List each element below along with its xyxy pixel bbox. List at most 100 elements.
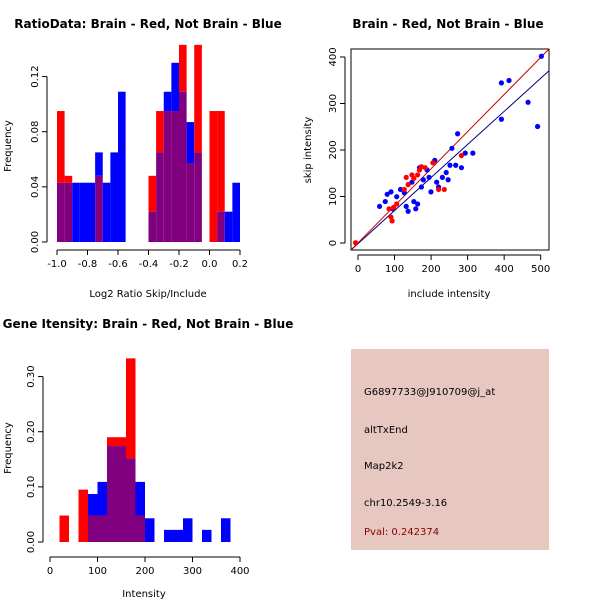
intensity-overlap-bar xyxy=(126,458,136,542)
brain-point xyxy=(435,186,442,193)
ratio-brain-bar xyxy=(179,44,187,92)
intensity-x-tick-label: 200 xyxy=(135,566,154,577)
intensity-x-tick-label: 300 xyxy=(183,566,202,577)
scatter-y-tick-label: 0 xyxy=(328,240,339,246)
ratio-histogram-xlabel: Log2 Ratio Skip/Include xyxy=(89,289,206,300)
brain-point xyxy=(415,172,421,178)
ratio-overlap-bar xyxy=(64,182,73,242)
ratio-y-tick-label: 0.04 xyxy=(30,176,41,198)
not-brain-point xyxy=(403,203,409,210)
ratio-histogram-panel: RatioData: Brain - Red, Not Brain - Blue… xyxy=(3,17,282,300)
not-brain-point xyxy=(447,162,453,168)
intensity-not-brain-bar xyxy=(97,481,107,516)
scatter-y-axis: 0 100 200 300 400 xyxy=(328,47,346,246)
gene-intensity-y-axis: 0.00 0.10 0.20 0.30 xyxy=(26,365,44,553)
not-brain-point xyxy=(470,150,476,156)
intensity-not-brain-bar xyxy=(173,529,183,542)
scatter-x-tick-label: 500 xyxy=(531,264,550,275)
ratio-x-tick-label: -0.2 xyxy=(169,259,189,270)
brain-point xyxy=(405,182,411,188)
scatter-points xyxy=(352,53,544,246)
intensity-x-tick-label: 0 xyxy=(47,566,53,577)
scatter-ylabel: skip intensity xyxy=(303,117,314,184)
probe-id: G6897733@J910709@j_at xyxy=(364,387,496,398)
brain-point xyxy=(394,201,400,207)
not-brain-point xyxy=(458,165,465,171)
brain-point xyxy=(422,165,428,171)
not-brain-point xyxy=(525,99,531,105)
scatter-y-tick-label: 400 xyxy=(328,47,339,66)
ratio-not-brain-bar xyxy=(163,91,172,112)
brain-point xyxy=(411,175,417,181)
not-brain-fit-line xyxy=(350,70,550,251)
not-brain-point xyxy=(538,53,544,59)
ratio-brain-bar xyxy=(209,111,218,243)
not-brain-point xyxy=(384,191,390,197)
brain-point xyxy=(458,152,465,159)
not-brain-point xyxy=(418,184,425,190)
ratio-not-brain-bar xyxy=(186,122,195,164)
gene-intensity-panel: Gene Itensity: Brain - Red, Not Brain - … xyxy=(3,317,294,600)
ratio-histogram-bars xyxy=(57,44,240,243)
gene-intensity-xlabel: Intensity xyxy=(122,589,166,600)
not-brain-point xyxy=(534,123,541,130)
ratio-y-tick-label: 0.12 xyxy=(30,65,41,87)
intensity-not-brain-bar xyxy=(145,518,155,542)
intensity-brain-bar xyxy=(126,358,136,459)
not-brain-point xyxy=(434,179,440,185)
not-brain-point xyxy=(413,206,419,212)
ratio-not-brain-bar xyxy=(79,182,88,242)
intensity-overlap-bar xyxy=(135,515,145,542)
ratio-overlap-bar xyxy=(163,111,172,243)
scatter-x-tick-label: 100 xyxy=(385,264,404,275)
not-brain-point xyxy=(397,186,404,193)
ratio-overlap-bar xyxy=(156,152,164,242)
brain-point xyxy=(352,240,359,246)
ratio-not-brain-bar xyxy=(87,182,96,242)
not-brain-point xyxy=(428,189,434,195)
intensity-scatter-panel: Brain - Red, Not Brain - Blue 0 100 200 300… xyxy=(303,17,550,300)
intensity-overlap-bar xyxy=(88,515,98,542)
genomic-location: chr10.2549-3.16 xyxy=(364,498,448,509)
scatter-xlabel: include intensity xyxy=(408,289,491,300)
ratio-not-brain-bar xyxy=(102,182,111,242)
ratio-brain-bar xyxy=(217,111,225,212)
scatter-x-tick-label: 0 xyxy=(355,264,361,275)
ratio-not-brain-bar xyxy=(72,182,80,242)
not-brain-point xyxy=(376,203,383,210)
intensity-overlap-bar xyxy=(107,446,117,542)
scatter-y-tick-label: 200 xyxy=(328,140,339,159)
brain-point xyxy=(401,186,407,193)
intensity-brain-bar xyxy=(59,515,69,542)
not-brain-point xyxy=(388,189,394,195)
intensity-not-brain-bar xyxy=(221,518,231,542)
brain-point xyxy=(403,174,409,180)
ratio-histogram-y-axis: 0.00 0.04 0.08 0.12 xyxy=(30,65,48,253)
ratio-x-tick-label: 0.2 xyxy=(232,259,248,270)
brain-point xyxy=(430,160,436,166)
not-brain-point xyxy=(382,198,388,205)
ratio-not-brain-bar xyxy=(110,152,118,242)
scatter-x-tick-label: 400 xyxy=(495,264,514,275)
scatter-x-tick-label: 200 xyxy=(422,264,441,275)
ratio-y-tick-label: 0.08 xyxy=(30,121,41,143)
ratio-brain-bar xyxy=(64,175,73,183)
ratio-overlap-bar xyxy=(171,111,179,243)
scatter-x-tick-label: 300 xyxy=(458,264,477,275)
brain-point xyxy=(386,206,392,212)
ratio-not-brain-bar xyxy=(232,182,240,242)
ratio-histogram-x-axis: -1.0 -0.8 -0.6 -0.4 -0.2 0.0 0.2 xyxy=(47,249,248,270)
not-brain-point xyxy=(439,174,445,180)
intensity-x-tick-label: 400 xyxy=(230,566,249,577)
not-brain-point xyxy=(394,194,400,200)
intensity-y-tick-label: 0.20 xyxy=(26,421,37,443)
gene-intensity-bars xyxy=(59,358,231,542)
intensity-y-tick-label: 0.10 xyxy=(26,476,37,498)
intensity-y-tick-label: 0.00 xyxy=(26,531,37,553)
gene-intensity-title: Gene Itensity: Brain - Red, Not Brain - … xyxy=(3,317,294,331)
ratio-x-tick-label: -0.6 xyxy=(108,259,128,270)
ratio-brain-bar xyxy=(148,175,157,212)
ratio-overlap-bar xyxy=(217,211,225,242)
scatter-y-tick-label: 300 xyxy=(328,94,339,113)
ratio-histogram-ylabel: Frequency xyxy=(3,120,14,172)
